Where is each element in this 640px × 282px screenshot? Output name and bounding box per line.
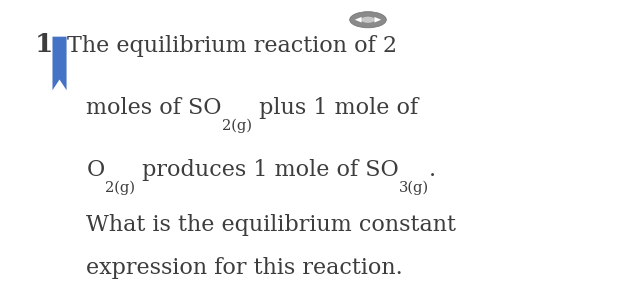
Text: plus 1 mole of: plus 1 mole of bbox=[252, 97, 418, 119]
Text: .: . bbox=[429, 159, 436, 181]
Text: expression for this reaction.: expression for this reaction. bbox=[86, 257, 403, 279]
Text: 3(g): 3(g) bbox=[398, 180, 429, 195]
Text: What is the equilibrium constant: What is the equilibrium constant bbox=[86, 214, 456, 236]
Text: produces 1 mole of SO: produces 1 mole of SO bbox=[134, 159, 398, 181]
Text: 2(g): 2(g) bbox=[105, 180, 134, 195]
Text: 1: 1 bbox=[35, 32, 54, 57]
Text: The equilibrium reaction of 2: The equilibrium reaction of 2 bbox=[67, 35, 397, 57]
Text: moles of SO: moles of SO bbox=[86, 97, 222, 119]
Text: O: O bbox=[86, 159, 105, 181]
Text: 2(g): 2(g) bbox=[222, 118, 252, 133]
